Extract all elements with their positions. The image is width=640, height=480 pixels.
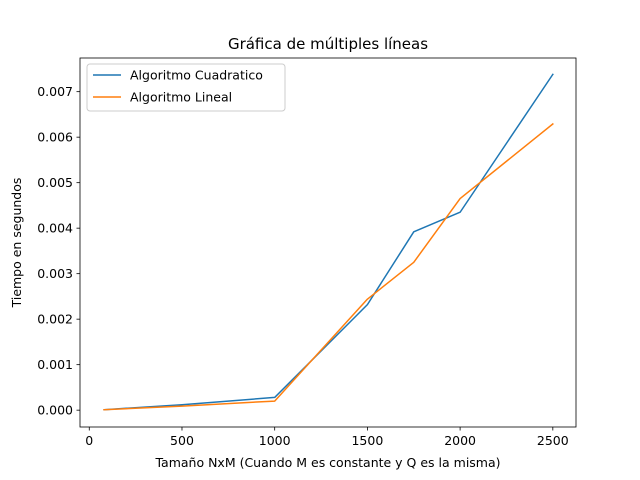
- x-tick-label: 1500: [351, 433, 383, 448]
- legend-label-cuadratico: Algoritmo Cuadratico: [130, 68, 263, 83]
- legend: Algoritmo Cuadratico Algoritmo Lineal: [86, 63, 286, 112]
- series-line-1: [103, 122, 554, 411]
- axes-frame: [79, 57, 577, 428]
- x-tick-label: 2000: [444, 433, 476, 448]
- y-tick-label: 0.000: [37, 403, 73, 418]
- legend-label-lineal: Algoritmo Lineal: [130, 90, 232, 105]
- y-tick-label: 0.003: [37, 266, 73, 281]
- y-axis-label: Tiempo en segundos: [9, 178, 24, 309]
- x-tick-label: 0: [85, 433, 93, 448]
- axes-layer: 0 500 1000 1500 2000 2500 0.000 0.001 0.002 0.003…: [37, 57, 577, 448]
- chart-title: Gráfica de múltiples líneas: [228, 35, 428, 53]
- y-tick-label: 0.001: [37, 357, 73, 372]
- y-tick-label: 0.006: [37, 130, 73, 145]
- y-tick-label: 0.007: [37, 84, 73, 99]
- x-tick-label: 2500: [537, 433, 569, 448]
- x-tick-label: 1000: [259, 433, 291, 448]
- y-tick-label: 0.005: [37, 175, 73, 190]
- y-tick-label: 0.002: [37, 312, 73, 327]
- plot-area: [80, 58, 576, 427]
- series-layer: [103, 73, 554, 411]
- x-axis-label: Tamaño NxM (Cuando M es constante y Q es…: [154, 455, 500, 470]
- y-tick-label: 0.004: [37, 221, 73, 236]
- x-tick-label: 500: [170, 433, 194, 448]
- series-line-0: [103, 73, 554, 411]
- legend-box: [86, 63, 286, 112]
